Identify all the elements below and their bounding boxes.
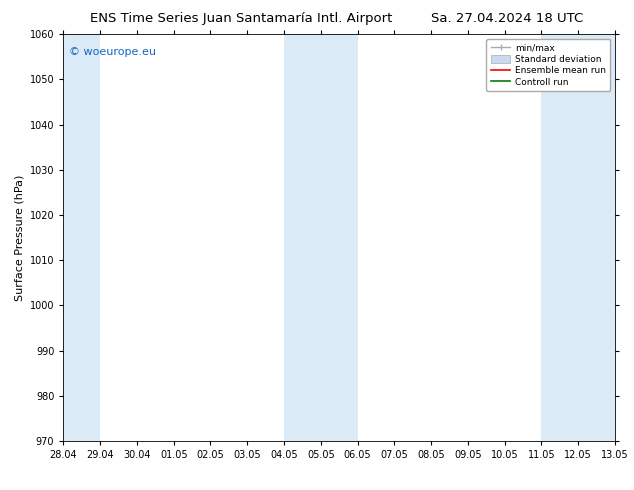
Bar <box>284 34 358 441</box>
Y-axis label: Surface Pressure (hPa): Surface Pressure (hPa) <box>14 174 24 301</box>
Bar <box>541 34 615 441</box>
Text: © woeurope.eu: © woeurope.eu <box>69 47 156 56</box>
Legend: min/max, Standard deviation, Ensemble mean run, Controll run: min/max, Standard deviation, Ensemble me… <box>486 39 611 91</box>
Bar <box>63 34 100 441</box>
Text: ENS Time Series Juan Santamaría Intl. Airport: ENS Time Series Juan Santamaría Intl. Ai… <box>90 12 392 25</box>
Text: Sa. 27.04.2024 18 UTC: Sa. 27.04.2024 18 UTC <box>431 12 583 25</box>
